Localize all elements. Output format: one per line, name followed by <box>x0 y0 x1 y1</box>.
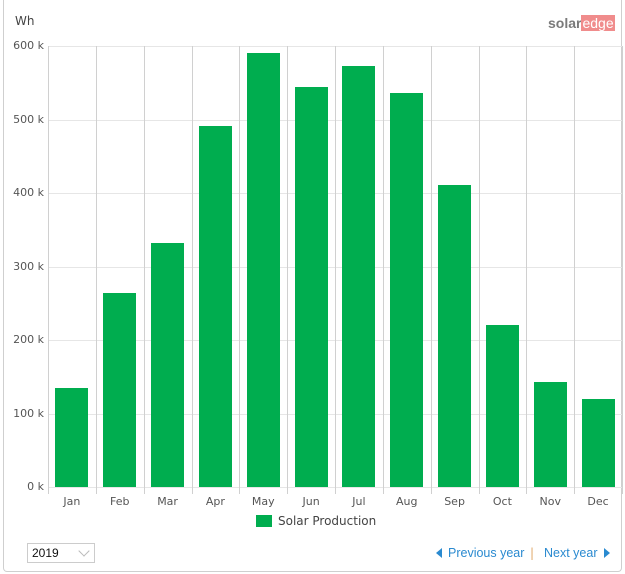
next-year-label: Next year <box>544 546 598 560</box>
bar-oct[interactable] <box>485 325 519 487</box>
bar-jun[interactable] <box>294 87 328 487</box>
x-tick-label: Aug <box>396 495 418 508</box>
x-tick-label: Apr <box>205 495 225 508</box>
next-year-link[interactable]: Next year <box>544 546 610 560</box>
y-tick-label: 300 k <box>13 259 44 273</box>
y-axis-unit: Wh <box>15 14 35 28</box>
bar-jul[interactable] <box>342 65 376 487</box>
previous-year-link[interactable]: Previous year <box>436 546 524 560</box>
bar-mar[interactable] <box>151 242 185 487</box>
solaredge-logo: solaredge <box>548 15 615 31</box>
x-tick-label: May <box>251 495 275 508</box>
x-tick-label: Feb <box>110 495 130 508</box>
y-tick-label: 500 k <box>13 112 44 126</box>
triangle-right-icon <box>603 548 610 558</box>
gridline-vertical <box>574 46 576 494</box>
legend-label: Solar Production <box>278 514 377 528</box>
bar-dec[interactable] <box>581 398 615 487</box>
gridline-vertical <box>526 46 528 494</box>
gridline-vertical <box>287 46 289 494</box>
x-tick-label: Sep <box>444 495 465 508</box>
triangle-left-icon <box>436 548 442 558</box>
chevron-down-icon <box>78 545 90 557</box>
previous-year-label: Previous year <box>448 546 525 560</box>
y-tick-label: 100 k <box>13 406 44 420</box>
legend-swatch <box>256 515 272 527</box>
year-select-value: 2019 <box>32 546 59 560</box>
x-tick-label: Dec <box>587 495 609 508</box>
x-tick-label: Jan <box>63 495 81 508</box>
gridline-vertical <box>430 46 432 494</box>
nav-separator: | <box>530 546 535 560</box>
bar-may[interactable] <box>246 53 280 487</box>
bar-sep[interactable] <box>438 184 472 487</box>
bar-jan[interactable] <box>55 387 89 487</box>
y-tick-label: 400 k <box>13 186 44 199</box>
bar-feb[interactable] <box>103 292 137 487</box>
bar-aug[interactable] <box>390 93 424 487</box>
gridline-vertical <box>95 46 97 494</box>
gridline-vertical <box>335 46 336 494</box>
x-tick-label: Nov <box>539 495 561 508</box>
gridline-vertical <box>478 46 480 494</box>
x-tick-label: Jul <box>352 495 366 508</box>
y-tick-label: 600 k <box>13 39 44 52</box>
logo-text-solar: solar <box>548 15 582 31</box>
gridline-vertical <box>239 46 241 494</box>
y-tick-label: 200 k <box>13 333 44 346</box>
x-tick-label: Mar <box>157 495 178 508</box>
x-tick-label: Oct <box>492 495 512 508</box>
logo-text-edge: edge <box>581 15 615 31</box>
year-select[interactable]: 2019 <box>27 543 95 563</box>
gridline-vertical <box>622 46 623 494</box>
bar-nov[interactable] <box>533 381 567 487</box>
gridline-vertical <box>382 46 384 494</box>
y-tick-label: 0 k <box>27 480 44 493</box>
legend-item-solar-production[interactable]: Solar Production <box>256 514 376 528</box>
x-tick-label: Jun <box>302 495 320 508</box>
gridline-vertical <box>191 46 193 494</box>
bar-apr[interactable] <box>198 126 232 487</box>
plot-area <box>48 46 623 494</box>
gridline-vertical <box>48 46 49 494</box>
gridline-vertical <box>143 46 145 494</box>
